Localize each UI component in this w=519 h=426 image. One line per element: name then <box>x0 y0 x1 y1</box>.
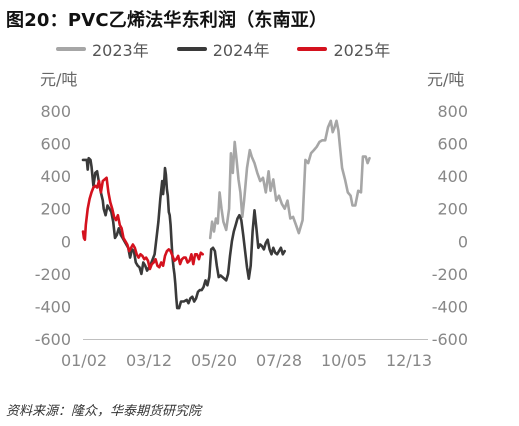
x-tick-label: 05/20 <box>191 351 237 370</box>
y-axis-unit-right: 元/吨 <box>427 70 465 89</box>
x-tick-label: 12/13 <box>386 351 432 370</box>
y-tick-left: 0 <box>61 232 71 251</box>
y-tick-right: 800 <box>437 102 468 121</box>
legend-item-2024: 2024年 <box>176 37 270 61</box>
y-tick-right: 200 <box>437 200 468 219</box>
legend-label-2024: 2024年 <box>212 41 270 60</box>
y-tick-right: -600 <box>432 330 468 349</box>
series-line-2024年 <box>81 156 287 310</box>
series-line-2025年 <box>81 176 204 271</box>
y-tick-left: 600 <box>40 135 71 154</box>
y-tick-right: -200 <box>432 265 468 284</box>
legend: 2023年 2024年 2025年 <box>56 37 390 61</box>
legend-item-2025: 2025年 <box>297 37 390 61</box>
series-line-2023年 <box>208 119 371 240</box>
legend-swatch-2025 <box>297 47 328 51</box>
x-tick-label: 03/12 <box>126 351 172 370</box>
y-tick-right: 600 <box>437 135 468 154</box>
y-tick-right: 0 <box>458 232 468 251</box>
legend-swatch-2023 <box>56 47 86 51</box>
y-tick-left: -200 <box>35 265 71 284</box>
x-tick-label: 07/28 <box>256 351 302 370</box>
x-tick-label: 10/05 <box>321 351 367 370</box>
y-tick-left: 200 <box>40 200 71 219</box>
legend-swatch-2024 <box>176 47 207 51</box>
y-tick-right: 400 <box>437 167 468 186</box>
y-tick-left: 800 <box>40 102 71 121</box>
y-tick-left: -600 <box>35 330 71 349</box>
y-axis-unit-left: 元/吨 <box>40 70 78 89</box>
legend-label-2023: 2023年 <box>92 41 149 60</box>
legend-item-2023: 2023年 <box>56 37 149 61</box>
y-tick-left: 400 <box>40 167 71 186</box>
x-tick-label: 01/02 <box>61 351 107 370</box>
chart-title: 图20：PVC乙烯法华东利润（东南亚） <box>6 10 328 31</box>
y-tick-right: -400 <box>432 297 468 316</box>
y-tick-left: -400 <box>35 297 71 316</box>
source-note: 资料来源：隆众，华泰期货研究院 <box>6 404 202 419</box>
legend-label-2025: 2025年 <box>333 41 391 60</box>
